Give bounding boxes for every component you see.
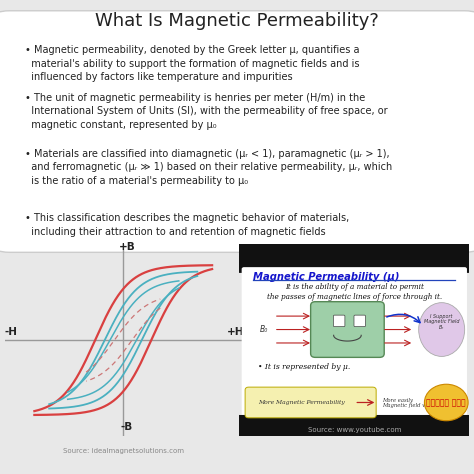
Text: More easily
Magnetic field will p...: More easily Magnetic field will p... xyxy=(382,398,441,409)
FancyBboxPatch shape xyxy=(235,415,474,449)
FancyBboxPatch shape xyxy=(235,231,474,273)
Text: • Materials are classified into diamagnetic (μᵣ < 1), paramagnetic (μᵣ > 1),
  a: • Materials are classified into diamagne… xyxy=(25,149,392,186)
Text: +B: +B xyxy=(118,242,135,252)
Ellipse shape xyxy=(419,303,465,356)
Text: • Magnetic permeability, denoted by the Greek letter μ, quantifies a
  material': • Magnetic permeability, denoted by the … xyxy=(25,46,360,82)
Text: Source: www.youtube.com: Source: www.youtube.com xyxy=(308,428,401,433)
Text: It is the ability of a material to permit
the passes of magnetic lines of force : It is the ability of a material to permi… xyxy=(267,283,442,301)
Text: +H: +H xyxy=(227,327,245,337)
Circle shape xyxy=(424,384,468,421)
FancyBboxPatch shape xyxy=(310,301,384,357)
Text: हिंदी में: हिंदी में xyxy=(427,398,466,407)
Text: • The unit of magnetic permeability is henries per meter (H/m) in the
  Internat: • The unit of magnetic permeability is h… xyxy=(25,93,388,130)
Text: What Is Magnetic Permeability?: What Is Magnetic Permeability? xyxy=(95,12,379,30)
Text: More Magnetic Permeability: More Magnetic Permeability xyxy=(258,400,345,405)
Text: B₀: B₀ xyxy=(260,325,268,334)
FancyBboxPatch shape xyxy=(333,315,345,327)
Text: Magnetic Permeability (μ): Magnetic Permeability (μ) xyxy=(253,272,400,282)
Text: • It is represented by μ.: • It is represented by μ. xyxy=(258,363,350,371)
Text: -B: -B xyxy=(121,422,133,432)
Text: I Support
Magnetic Field
Bₙ: I Support Magnetic Field Bₙ xyxy=(424,314,459,330)
FancyBboxPatch shape xyxy=(0,11,474,252)
FancyBboxPatch shape xyxy=(354,315,365,327)
FancyBboxPatch shape xyxy=(245,387,376,418)
Text: -H: -H xyxy=(4,327,17,337)
FancyBboxPatch shape xyxy=(242,267,467,421)
Text: • This classification describes the magnetic behavior of materials,
  including : • This classification describes the magn… xyxy=(25,213,350,237)
Text: Source: idealmagnetsolutions.com: Source: idealmagnetsolutions.com xyxy=(63,447,184,454)
